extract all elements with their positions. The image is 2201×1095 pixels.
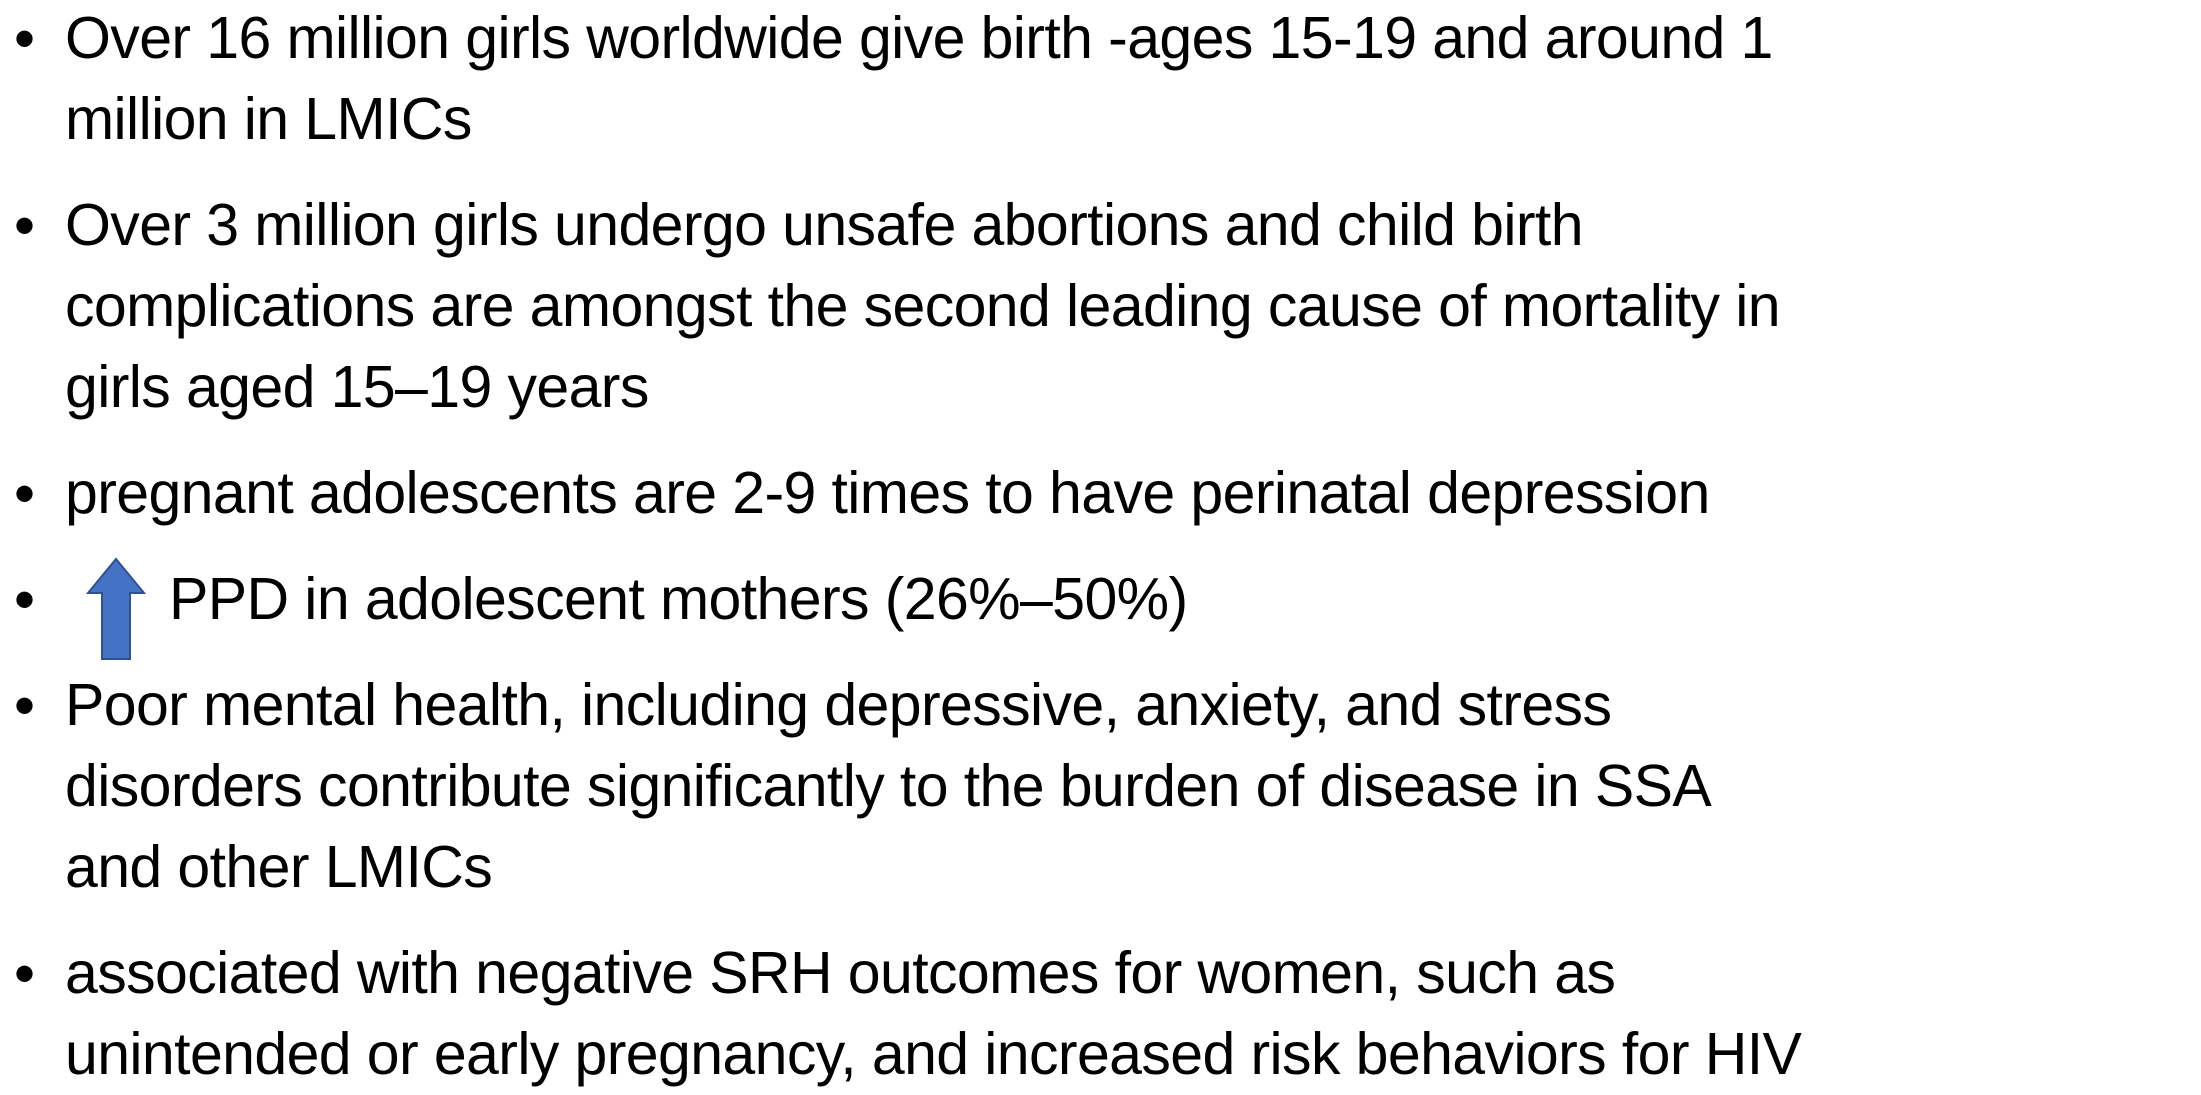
bullet-text: Over 3 million girls undergo unsafe abor… [65,192,1584,258]
bullet-text: complications are amongst the second lea… [65,273,1781,339]
bullet-text: associated with negative SRH outcomes fo… [65,940,1616,1006]
bullet-text: PPD in adolescent mothers (26%–50%) [169,566,1188,632]
bullet-text: girls aged 15–19 years [65,354,649,420]
up-arrow-icon [85,557,147,666]
bullet-dot: • [14,460,36,527]
bullet-item: • Over 16 million girls worldwide give bi… [0,0,2201,160]
bullet-dot: • [14,940,36,1007]
bullet-dot: • [14,5,36,72]
bullet-dot: • [14,672,36,739]
bullet-item: • Over 3 million girls undergo unsafe abo… [0,185,2201,428]
bullet-dot: • [14,192,36,259]
bullet-item: • associated with negative SRH outcomes f… [0,933,2201,1095]
bullet-text: and other LMICs [65,834,493,900]
bullet-text: Poor mental health, including depressive… [65,672,1612,738]
bullet-dot: • [14,566,36,633]
bullet-text: pregnant adolescents are 2-9 times to ha… [65,460,1710,526]
bullet-item: • pregnant adolescents are 2-9 times to h… [0,453,2201,534]
bullet-text: Over 16 million girls worldwide give bir… [65,5,1773,71]
bullet-text: million in LMICs [65,86,472,152]
bullet-text: unintended or early pregnancy, and incre… [65,1021,1802,1087]
up-arrow [85,557,147,660]
bullet-text: disorders contribute significantly to th… [65,753,1712,819]
bullet-item: • PPD in adolescent mothers (26%–50%) [0,557,2201,660]
bullet-item: • Poor mental health, including depressiv… [0,665,2201,908]
